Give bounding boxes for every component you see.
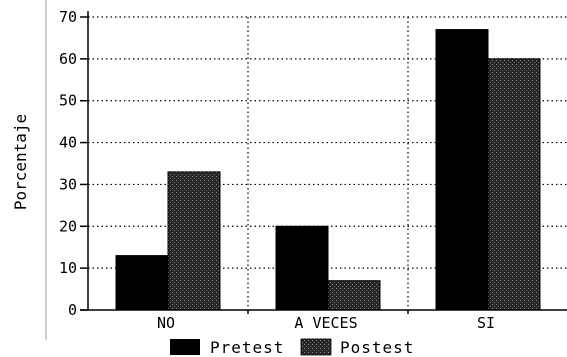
legend: Pretest Postest — [170, 338, 414, 357]
y-tick-label-60: 60 — [59, 50, 77, 68]
bar-postest-si — [487, 58, 541, 311]
bar-pretest-a-veces — [275, 225, 329, 311]
y-tick-label-10: 10 — [59, 259, 77, 277]
bar-postest-no — [167, 171, 221, 311]
y-tick-label-40: 40 — [59, 134, 77, 152]
legend-swatch-postest — [300, 338, 332, 356]
legend-label-pretest: Pretest — [210, 338, 284, 357]
y-tick-labels: 0 10 20 30 40 50 60 70 — [59, 8, 77, 319]
y-tick-label-20: 20 — [59, 217, 77, 235]
y-tick-label-70: 70 — [59, 8, 77, 26]
bars — [115, 29, 541, 311]
legend-label-postest: Postest — [340, 338, 414, 357]
x-category-label-a-veces: A VECES — [294, 314, 357, 332]
bar-pretest-no — [115, 255, 169, 311]
bar-postest-a-veces — [327, 280, 381, 311]
x-category-label-si: SI — [477, 314, 495, 332]
x-category-labels: NO A VECES SI — [157, 314, 495, 332]
y-axis-label: Porcentaje — [11, 114, 30, 210]
axes — [80, 11, 567, 314]
y-tick-label-50: 50 — [59, 92, 77, 110]
y-tick-label-30: 30 — [59, 175, 77, 193]
legend-swatch-pretest — [170, 339, 200, 355]
y-tick-label-0: 0 — [68, 301, 77, 319]
bar-pretest-si — [435, 29, 489, 311]
x-category-label-no: NO — [157, 314, 175, 332]
